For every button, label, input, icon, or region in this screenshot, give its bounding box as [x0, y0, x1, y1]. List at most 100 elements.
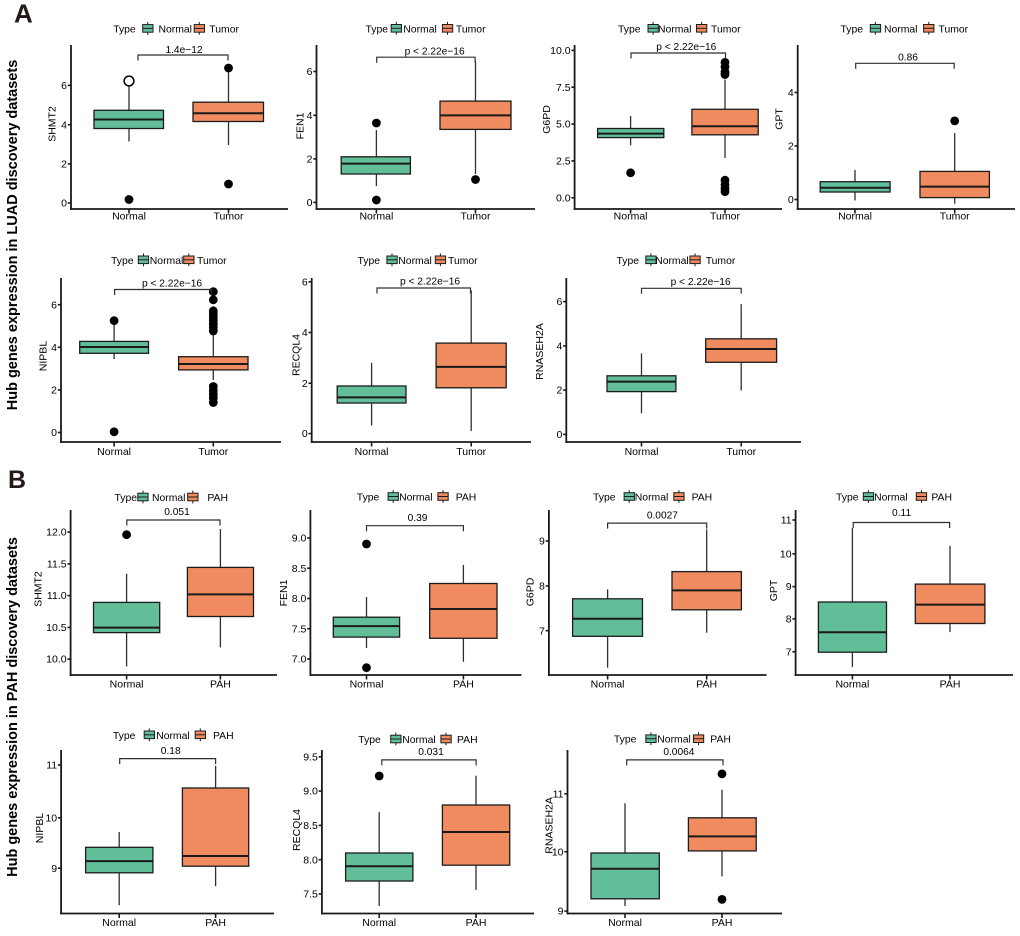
- svg-text:0: 0: [302, 428, 308, 440]
- svg-text:Normal: Normal: [355, 446, 389, 458]
- svg-text:Normal: Normal: [362, 917, 396, 929]
- svg-text:NIPBL: NIPBL: [38, 341, 50, 372]
- svg-text:A: A: [14, 0, 33, 29]
- svg-text:Normal: Normal: [156, 731, 190, 742]
- svg-text:Type: Type: [836, 493, 859, 504]
- svg-text:p < 2.22e−16: p < 2.22e−16: [671, 277, 731, 288]
- svg-text:0: 0: [556, 429, 562, 441]
- svg-text:Normal: Normal: [112, 211, 146, 223]
- svg-text:Tumor: Tumor: [209, 24, 239, 35]
- svg-text:0.0027: 0.0027: [647, 511, 678, 522]
- svg-text:Tumor: Tumor: [214, 211, 244, 223]
- svg-text:Tumor: Tumor: [940, 211, 970, 223]
- svg-text:0.11: 0.11: [892, 508, 911, 519]
- svg-text:9.0: 9.0: [292, 533, 307, 545]
- svg-text:Tumor: Tumor: [456, 446, 486, 458]
- svg-text:PAH: PAH: [466, 917, 487, 929]
- svg-text:Normal: Normal: [359, 211, 393, 223]
- svg-text:2: 2: [788, 141, 794, 153]
- svg-text:Normal: Normal: [403, 24, 437, 35]
- svg-text:Type: Type: [113, 731, 136, 742]
- svg-text:8: 8: [539, 581, 545, 593]
- svg-text:Normal: Normal: [614, 211, 648, 223]
- svg-text:RECQL4: RECQL4: [291, 809, 303, 851]
- svg-text:Hub genes expression in LUAD d: Hub genes expression in LUAD discovery d…: [5, 60, 21, 411]
- svg-text:10.0: 10.0: [550, 45, 571, 57]
- svg-text:RNASEH2A: RNASEH2A: [534, 323, 546, 380]
- svg-text:6: 6: [556, 296, 562, 308]
- svg-text:Normal: Normal: [402, 735, 436, 746]
- svg-text:0.18: 0.18: [161, 746, 181, 757]
- svg-text:Tumor: Tumor: [448, 256, 478, 267]
- svg-text:Type: Type: [358, 735, 381, 746]
- svg-text:9: 9: [51, 863, 57, 875]
- svg-text:8: 8: [786, 614, 792, 626]
- svg-text:Normal: Normal: [97, 446, 131, 458]
- svg-text:2: 2: [51, 385, 57, 397]
- svg-text:0.031: 0.031: [418, 747, 444, 758]
- svg-text:p < 2.22e−16: p < 2.22e−16: [400, 277, 460, 288]
- svg-text:6: 6: [61, 80, 67, 92]
- svg-text:0.86: 0.86: [898, 53, 918, 64]
- svg-text:PAH: PAH: [696, 679, 717, 691]
- svg-text:PAH: PAH: [453, 679, 474, 691]
- svg-text:9: 9: [786, 581, 792, 593]
- svg-text:9: 9: [539, 536, 545, 548]
- svg-text:PAH: PAH: [456, 493, 477, 504]
- svg-text:FEN1: FEN1: [295, 112, 307, 139]
- svg-text:Tumor: Tumor: [710, 211, 740, 223]
- svg-text:Normal: Normal: [398, 256, 432, 267]
- svg-text:6: 6: [51, 299, 57, 311]
- svg-text:Tumor: Tumor: [456, 24, 486, 35]
- svg-text:Type: Type: [358, 256, 381, 267]
- svg-text:8.5: 8.5: [303, 820, 318, 832]
- svg-text:Normal: Normal: [655, 256, 689, 267]
- svg-text:0.0: 0.0: [556, 192, 571, 204]
- svg-text:0.051: 0.051: [164, 507, 190, 518]
- svg-text:8.0: 8.0: [303, 854, 318, 866]
- svg-text:Normal: Normal: [591, 679, 625, 691]
- svg-text:10: 10: [45, 812, 57, 824]
- svg-text:4: 4: [788, 87, 794, 99]
- svg-text:RNASEH2A: RNASEH2A: [543, 797, 555, 854]
- svg-text:9: 9: [558, 906, 564, 918]
- svg-text:0.39: 0.39: [408, 513, 428, 524]
- svg-text:Normal: Normal: [635, 493, 669, 504]
- svg-text:0: 0: [788, 194, 794, 206]
- svg-text:Normal: Normal: [102, 917, 136, 929]
- svg-text:Normal: Normal: [152, 493, 186, 504]
- svg-text:0.0064: 0.0064: [663, 747, 694, 758]
- svg-text:Hub genes expression in PAH di: Hub genes expression in PAH discovery da…: [5, 537, 21, 877]
- svg-text:7: 7: [539, 625, 545, 637]
- svg-text:PAH: PAH: [210, 679, 231, 691]
- svg-text:Tumor: Tumor: [198, 446, 228, 458]
- svg-text:9.0: 9.0: [303, 786, 318, 798]
- svg-text:7.5: 7.5: [292, 623, 307, 635]
- svg-text:Normal: Normal: [150, 256, 184, 267]
- svg-text:4: 4: [556, 341, 562, 353]
- svg-text:Normal: Normal: [884, 24, 918, 35]
- svg-text:Tumor: Tumor: [706, 256, 736, 267]
- svg-text:Normal: Normal: [658, 24, 692, 35]
- svg-text:GPT: GPT: [768, 579, 780, 601]
- svg-text:10.5: 10.5: [46, 622, 67, 634]
- svg-text:4: 4: [51, 342, 57, 354]
- svg-text:Normal: Normal: [835, 679, 869, 691]
- svg-text:11: 11: [46, 760, 57, 772]
- svg-text:8.0: 8.0: [292, 593, 307, 605]
- svg-text:11: 11: [781, 515, 792, 527]
- svg-text:Type: Type: [111, 256, 134, 267]
- svg-text:Type: Type: [841, 24, 864, 35]
- svg-text:PAH: PAH: [213, 731, 234, 742]
- svg-text:11.5: 11.5: [47, 559, 67, 571]
- svg-text:Normal: Normal: [608, 917, 642, 929]
- svg-text:Normal: Normal: [110, 679, 144, 691]
- svg-text:Tumor: Tumor: [939, 24, 969, 35]
- svg-text:11: 11: [553, 788, 564, 800]
- svg-text:p < 2.22e−16: p < 2.22e−16: [656, 42, 716, 53]
- svg-text:Tumor: Tumor: [197, 256, 227, 267]
- svg-text:10.0: 10.0: [46, 654, 67, 666]
- svg-text:11.0: 11.0: [47, 590, 67, 602]
- svg-text:0: 0: [307, 197, 313, 209]
- svg-text:10: 10: [552, 846, 564, 858]
